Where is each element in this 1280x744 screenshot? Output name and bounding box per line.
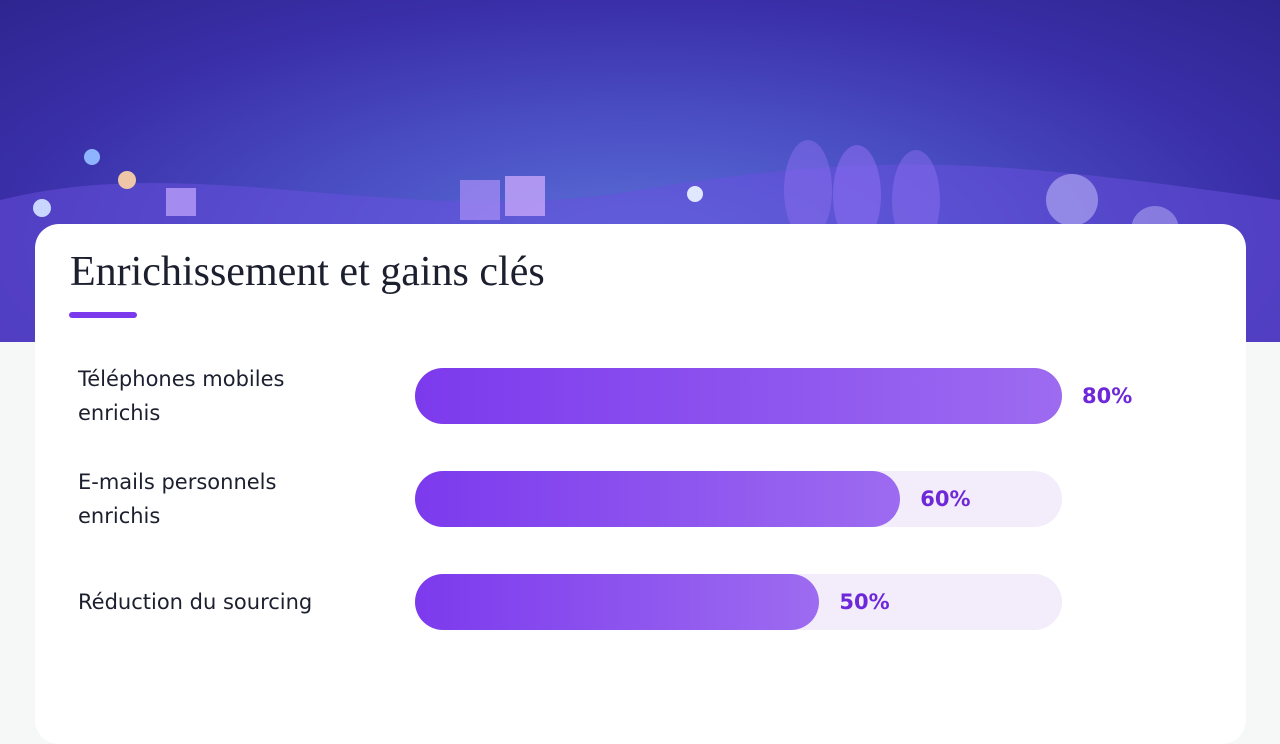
category-label: Téléphones mobiles enrichis <box>78 367 285 425</box>
value-label: 80% <box>1082 384 1133 408</box>
value-label: 60% <box>920 487 971 511</box>
bar <box>415 368 1062 424</box>
value-label: 50% <box>839 590 890 614</box>
bar-track <box>415 471 1062 527</box>
bar-row: Téléphones mobiles enrichis 80% <box>35 367 1246 425</box>
bar <box>415 574 820 630</box>
bar-track <box>415 574 1062 630</box>
chart-title: Enrichissement et gains clés <box>70 249 545 295</box>
category-label: E-mails personnels enrichis <box>78 470 277 528</box>
bar-row: Réduction du sourcing 50% <box>35 574 1246 630</box>
title-underline <box>69 312 137 318</box>
content-card: Enrichissement et gains clés Téléphones … <box>35 224 1246 744</box>
page: Enrichissement et gains clés Téléphones … <box>0 0 1280 630</box>
bar-row: E-mails personnels enrichis 60% <box>35 470 1246 528</box>
bar <box>415 471 901 527</box>
category-label: Réduction du sourcing <box>78 590 313 614</box>
bar-track <box>415 368 1062 424</box>
